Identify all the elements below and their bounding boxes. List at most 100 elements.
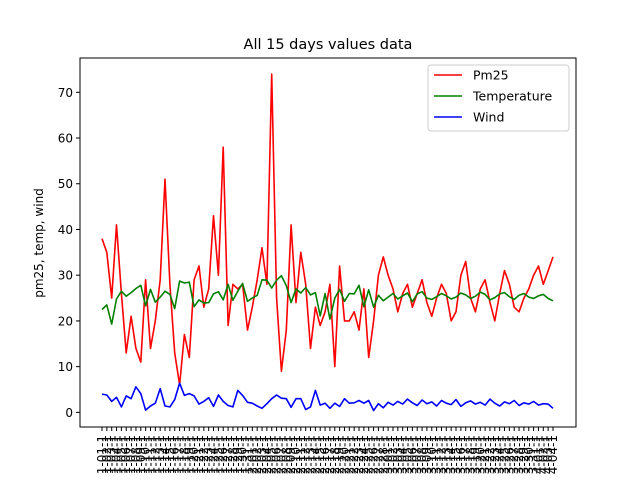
x-tick-label: 3-16-1 [454, 435, 468, 474]
x-tick-label: 2-17-1 [323, 435, 337, 474]
x-tick-label: 1-03-1 [105, 435, 119, 474]
y-tick-label: 40 [58, 223, 73, 237]
x-tick-label: 2-10-1 [289, 435, 303, 474]
x-tick-label: 2-13-1 [304, 435, 318, 474]
plot-area [79, 57, 577, 428]
x-tick-label: 2-07-1 [274, 435, 288, 474]
x-tick-label: 4-04-1 [546, 435, 560, 474]
x-tick-label: 4-02-1 [536, 435, 550, 474]
x-tick-label: 4-01-1 [531, 435, 545, 474]
x-tick-label: 3-23-1 [488, 435, 502, 474]
x-tick-label: 2-11-1 [294, 435, 308, 474]
x-tick-label: 2-16-1 [318, 435, 332, 474]
y-tick-label: 70 [58, 86, 73, 100]
x-tick-label: 3-24-1 [493, 435, 507, 474]
y-tick-label: 10 [58, 360, 73, 374]
y-tick-label: 20 [58, 314, 73, 328]
x-tick-label: 3-10-1 [425, 435, 439, 474]
x-tick-label: 3-28-1 [512, 435, 526, 474]
series-line-temperature [101, 274, 554, 325]
y-tick-label: 60 [58, 132, 73, 146]
y-tick-label: 50 [58, 177, 73, 191]
x-tick-label: 1-09-1 [134, 435, 148, 474]
x-tick-label: 2-25-1 [362, 435, 376, 474]
x-tick-label: 1-11-1 [143, 435, 157, 474]
x-tick-label: 1-04-1 [110, 435, 124, 474]
y-tick-label: 30 [58, 269, 73, 283]
x-tick-label: 2-19-1 [333, 435, 347, 474]
x-tick-label: 3-22-1 [483, 435, 497, 474]
x-tick-label: 2-04-1 [260, 435, 274, 474]
x-tick-label: 2-09-1 [284, 435, 298, 474]
x-tick-label: 1-24-1 [207, 435, 221, 474]
y-axis-label: pm25, temp, wind [32, 188, 46, 298]
y-tick-label: 0 [65, 406, 73, 420]
x-tick-label: 1-18-1 [177, 435, 191, 474]
x-tick-label: 3-20-1 [473, 435, 487, 474]
x-tick-label: 2-06-1 [270, 435, 284, 474]
x-tick-label: 2-20-1 [337, 435, 351, 474]
x-tick-label: 3-01-1 [381, 435, 395, 474]
legend-label: Temperature [472, 89, 552, 104]
x-tick-label: 1-25-1 [211, 435, 225, 474]
x-tick-label: 2-27-1 [371, 435, 385, 474]
x-tick-label: 1-08-1 [129, 435, 143, 474]
x-tick-label: 3-18-1 [464, 435, 478, 474]
x-tick-label: 3-07-1 [410, 435, 424, 474]
series-lines [101, 73, 554, 412]
x-tick-label: 2-21-1 [342, 435, 356, 474]
chart-title: All 15 days values data [244, 37, 413, 53]
x-tick-label: 4-03-1 [541, 435, 555, 474]
x-tick-label: 1-19-1 [182, 435, 196, 474]
x-tick-label: 3-06-1 [405, 435, 419, 474]
x-tick-label: 2-05-1 [265, 435, 279, 474]
x-tick-label: 1-15-1 [163, 435, 177, 474]
x-tick-label: 2-15-1 [313, 435, 327, 474]
x-tick-label: 3-04-1 [396, 435, 410, 474]
x-axis: 1-01-11-02-11-03-11-04-11-05-11-06-11-07… [95, 427, 560, 474]
x-tick-label: 3-26-1 [502, 435, 516, 474]
x-tick-label: 2-18-1 [328, 435, 342, 474]
x-tick-label: 1-29-1 [231, 435, 245, 474]
x-tick-label: 3-15-1 [449, 435, 463, 474]
x-tick-label: 2-08-1 [279, 435, 293, 474]
legend-label: Wind [473, 110, 504, 125]
x-tick-label: 3-31-1 [527, 435, 541, 474]
x-tick-label: 1-14-1 [158, 435, 172, 474]
x-tick-label: 1-27-1 [221, 435, 235, 474]
x-tick-label: 1-12-1 [148, 435, 162, 474]
legend-box [427, 64, 570, 132]
x-tick-label: 3-17-1 [459, 435, 473, 474]
x-tick-label: 2-22-1 [347, 435, 361, 474]
x-tick-label: 3-27-1 [507, 435, 521, 474]
x-tick-label: 3-09-1 [420, 435, 434, 474]
x-tick-label: 3-29-1 [517, 435, 531, 474]
x-tick-label: 2-02-1 [250, 435, 264, 474]
x-tick-label: 3-05-1 [401, 435, 415, 474]
x-tick-label: 1-05-1 [114, 435, 128, 474]
x-tick-label: 1-13-1 [153, 435, 167, 474]
x-tick-label: 3-12-1 [434, 435, 448, 474]
x-tick-label: 3-03-1 [391, 435, 405, 474]
x-tick-label: 1-21-1 [192, 435, 206, 474]
x-tick-label: 1-20-1 [187, 435, 201, 474]
x-tick-label: 2-03-1 [255, 435, 269, 474]
x-tick-label: 2-23-1 [352, 435, 366, 474]
x-tick-label: 1-28-1 [226, 435, 240, 474]
x-tick-label: 2-14-1 [308, 435, 322, 474]
x-tick-label: 1-30-1 [236, 435, 250, 474]
x-tick-label: 1-07-1 [124, 435, 138, 474]
x-tick-label: 1-17-1 [173, 435, 187, 474]
series-line-pm25 [101, 73, 554, 386]
x-tick-label: 2-26-1 [367, 435, 381, 474]
legend-label: Pm25 [473, 68, 509, 83]
x-tick-label: 1-22-1 [197, 435, 211, 474]
x-tick-label: 1-31-1 [240, 435, 254, 474]
x-tick-label: 2-28-1 [376, 435, 390, 474]
x-tick-label: 3-02-1 [386, 435, 400, 474]
x-tick-label: 2-12-1 [299, 435, 313, 474]
x-tick-label: 1-26-1 [216, 435, 230, 474]
x-tick-label: 2-24-1 [357, 435, 371, 474]
legend: Pm25 Temperature Wind [427, 64, 570, 132]
